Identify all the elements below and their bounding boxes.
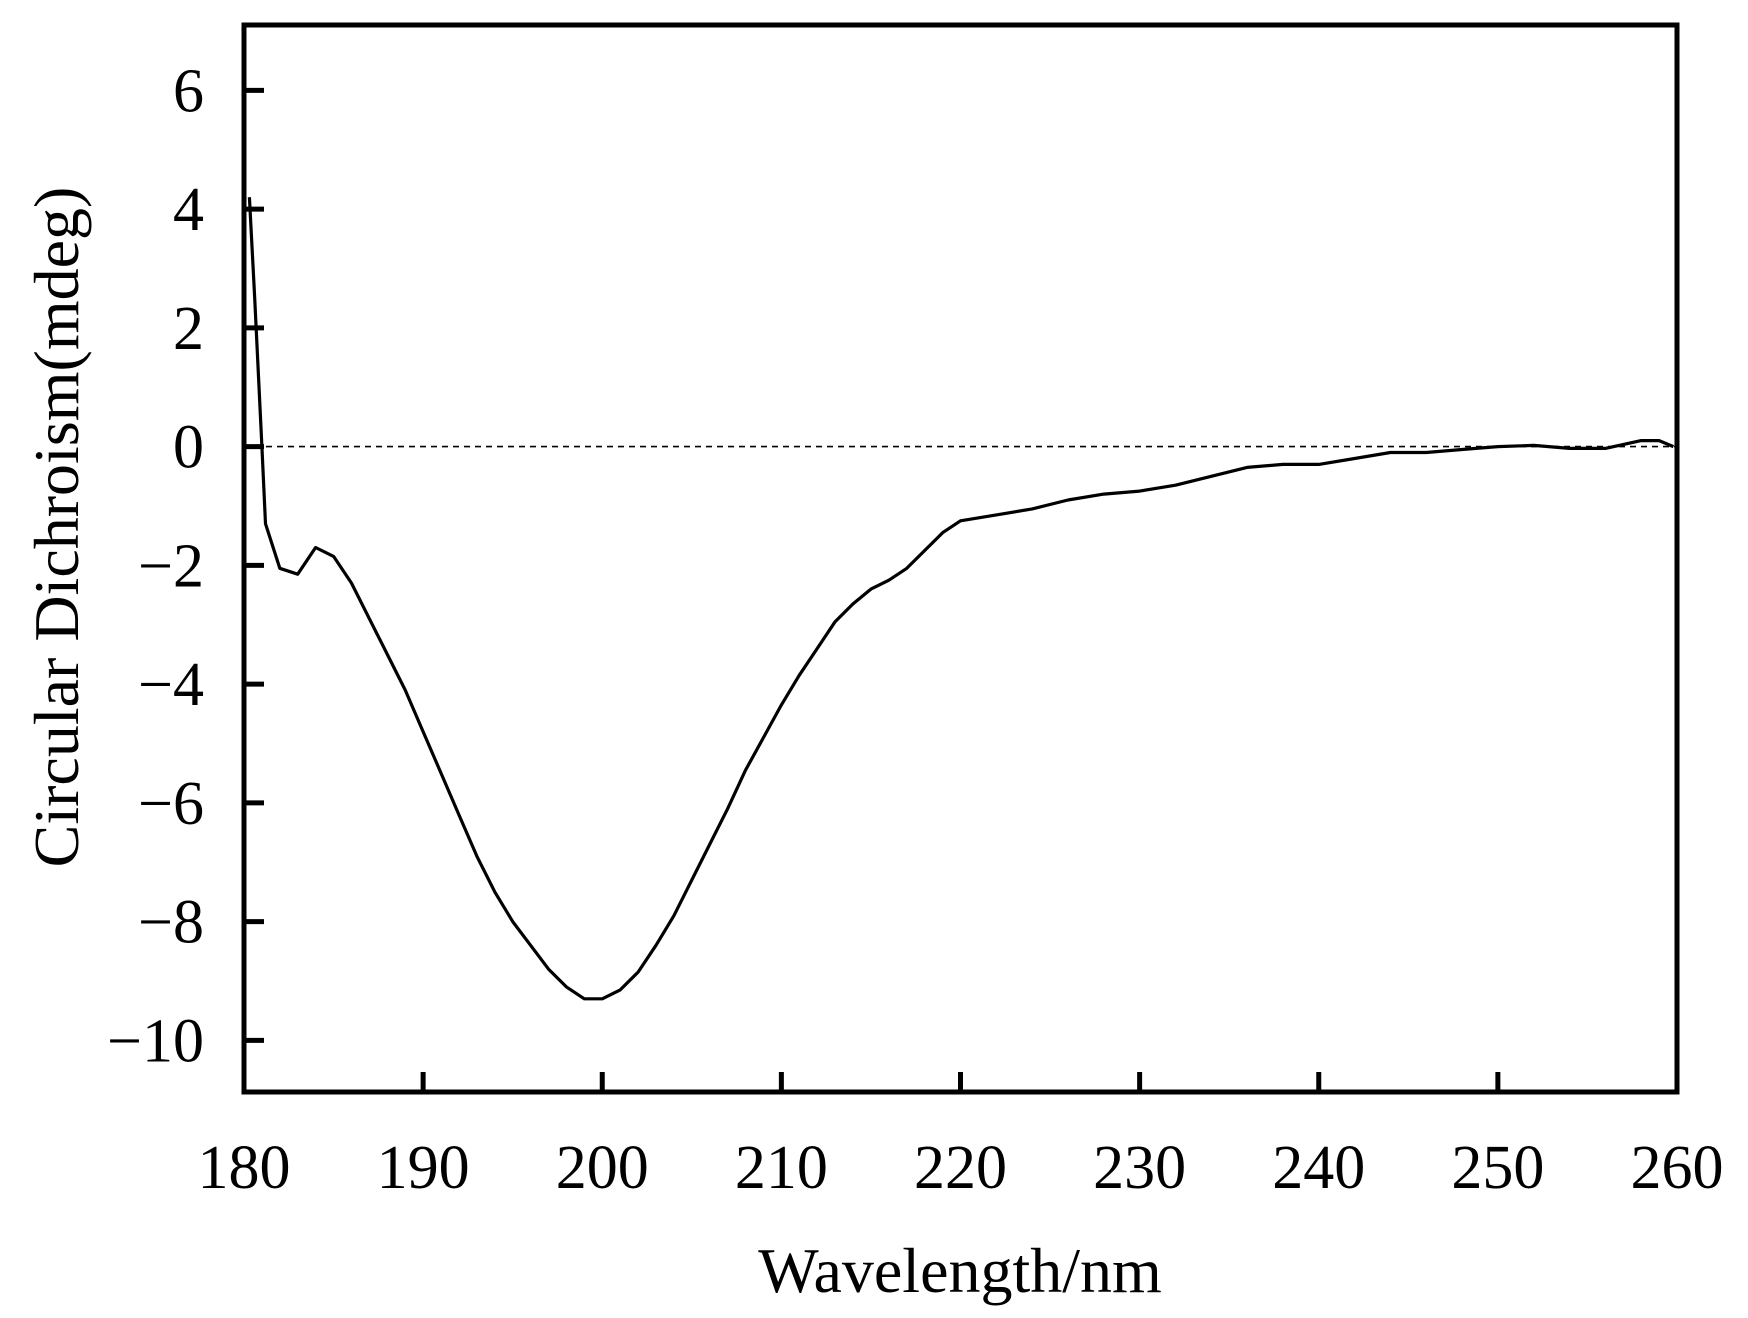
y-tick-label: −8 [138, 889, 204, 957]
y-tick-label: −2 [138, 532, 204, 600]
y-tick-label: 4 [173, 176, 204, 244]
y-tick-label: 0 [173, 414, 204, 482]
x-tick-label: 180 [198, 1134, 291, 1202]
x-tick-label: 250 [1451, 1134, 1544, 1202]
series-line-cd-spectrum [247, 197, 1675, 1001]
y-tick-label: 2 [173, 295, 204, 363]
plot-frame [241, 22, 1680, 1095]
x-axis-title: Wavelength/nm [758, 1235, 1162, 1306]
x-tick-label: 220 [914, 1134, 1007, 1202]
x-tick-label: 190 [377, 1134, 470, 1202]
tick-labels: 180 190 200 210 220 230 240 250 260 6 4 2 0 −2 −4 −6 −8 −… [107, 57, 1723, 1202]
x-tick-label: 230 [1093, 1134, 1186, 1202]
x-tick-label: 200 [556, 1134, 649, 1202]
y-tick-label: −6 [138, 770, 204, 838]
y-tick-label: −10 [107, 1007, 204, 1075]
x-tick-label: 210 [735, 1134, 828, 1202]
y-tick-label: 6 [173, 57, 204, 125]
x-tick-label: 260 [1631, 1134, 1724, 1202]
y-axis-title: Circular Dichroism(mdeg) [21, 187, 92, 868]
y-tick-label: −4 [138, 651, 204, 719]
x-tick-label: 240 [1272, 1134, 1365, 1202]
axis-ticks [241, 87, 1680, 1092]
